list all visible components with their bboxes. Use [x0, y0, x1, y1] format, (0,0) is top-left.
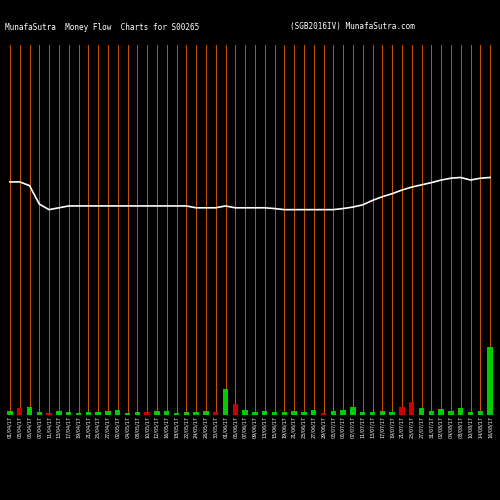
Bar — [242, 410, 248, 415]
Text: (SGB2016IV) MunafaSutra.com: (SGB2016IV) MunafaSutra.com — [290, 22, 415, 32]
Bar — [184, 412, 189, 415]
Bar — [7, 410, 12, 415]
Bar — [350, 407, 356, 415]
Text: MunafaSutra  Money Flow  Charts for S00265: MunafaSutra Money Flow Charts for S00265 — [5, 22, 199, 32]
Bar — [27, 407, 32, 415]
Bar — [438, 409, 444, 415]
Bar — [468, 412, 473, 415]
Bar — [36, 412, 42, 415]
Bar — [17, 408, 22, 415]
Bar — [409, 402, 414, 415]
Bar — [282, 412, 287, 415]
Bar — [340, 410, 346, 415]
Bar — [86, 412, 91, 415]
Bar — [380, 410, 385, 415]
Bar — [213, 412, 218, 415]
Bar — [321, 413, 326, 415]
Bar — [164, 412, 170, 415]
Bar — [66, 412, 71, 415]
Bar — [478, 410, 483, 415]
Bar — [360, 412, 366, 415]
Bar — [46, 413, 52, 415]
Bar — [125, 413, 130, 415]
Bar — [301, 412, 306, 415]
Bar — [232, 404, 238, 415]
Bar — [144, 412, 150, 415]
Bar — [330, 410, 336, 415]
Bar — [154, 412, 160, 415]
Bar — [272, 412, 277, 415]
Bar — [252, 412, 258, 415]
Bar — [399, 407, 404, 415]
Bar — [488, 346, 493, 415]
Bar — [96, 412, 101, 415]
Bar — [292, 412, 297, 415]
Bar — [428, 410, 434, 415]
Bar — [76, 413, 81, 415]
Bar — [115, 410, 120, 415]
Bar — [311, 410, 316, 415]
Bar — [390, 412, 395, 415]
Bar — [134, 412, 140, 415]
Bar — [56, 410, 62, 415]
Bar — [203, 412, 208, 415]
Bar — [174, 413, 179, 415]
Bar — [194, 412, 199, 415]
Bar — [370, 412, 375, 415]
Bar — [458, 408, 464, 415]
Bar — [448, 410, 454, 415]
Bar — [223, 389, 228, 415]
Bar — [262, 412, 268, 415]
Bar — [105, 412, 110, 415]
Bar — [419, 408, 424, 415]
